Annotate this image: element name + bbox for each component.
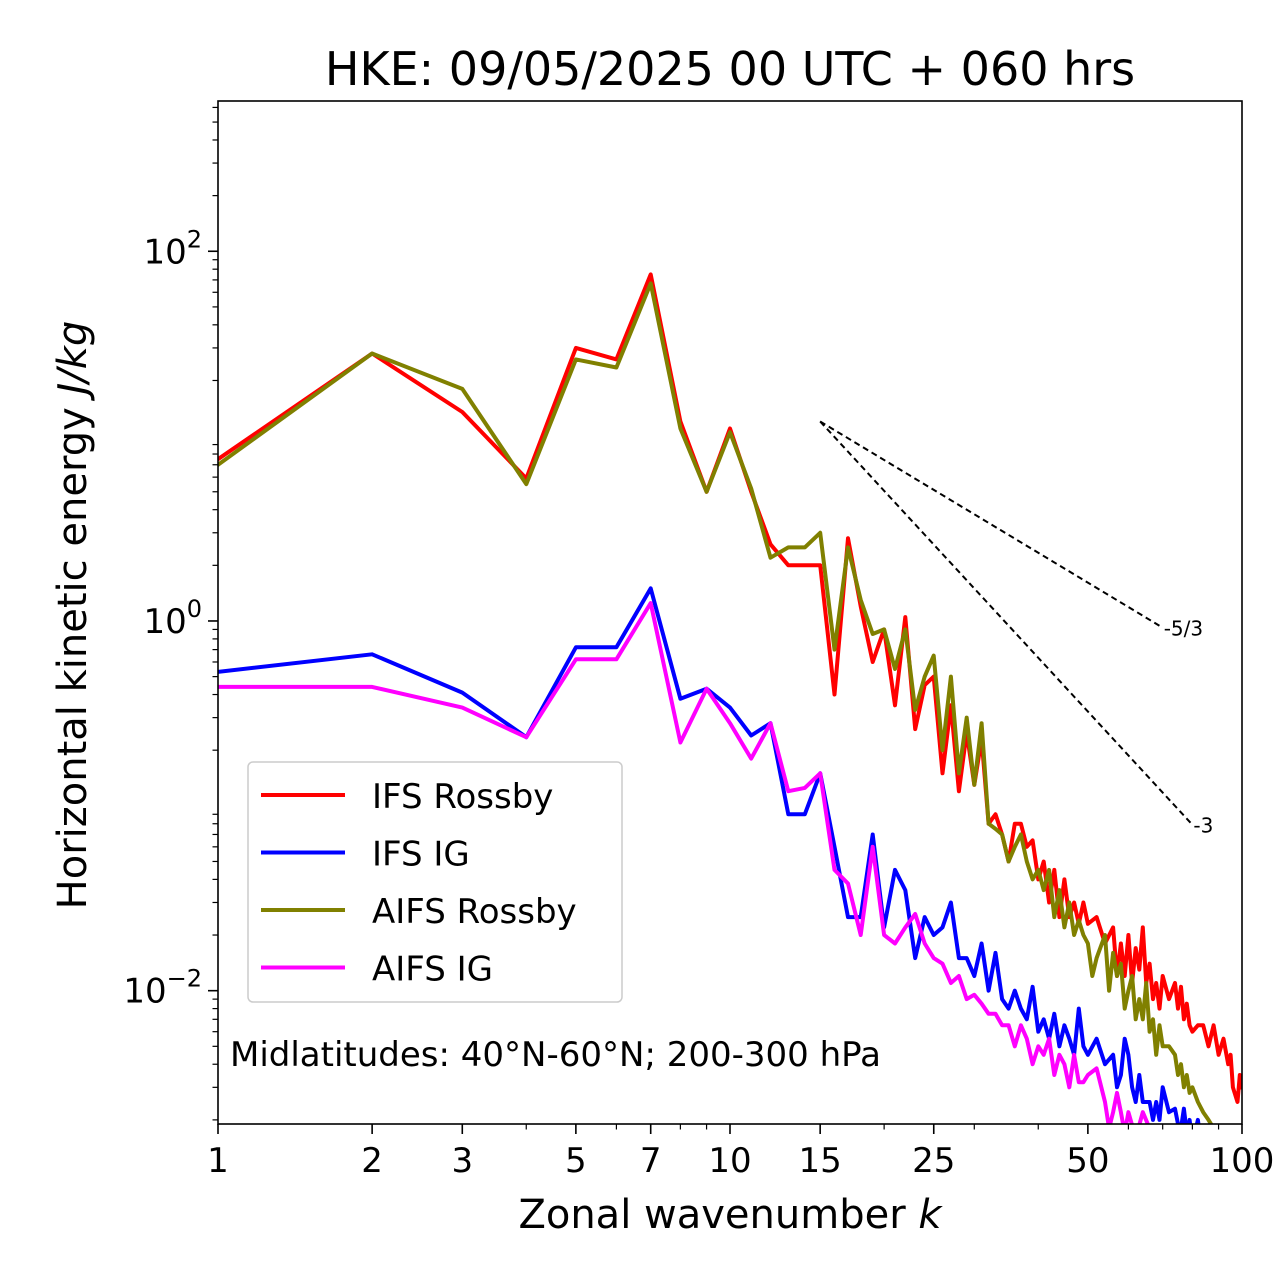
x-tick-label: 3 xyxy=(451,1141,473,1181)
x-tick-label: 15 xyxy=(799,1141,842,1181)
y-axis-label: Horizontal kinetic energy J/kg xyxy=(50,321,96,910)
reference-line-minus-3 xyxy=(819,420,1194,826)
y-tick-label: 102 xyxy=(143,225,202,272)
series-layer xyxy=(218,272,1242,1124)
legend-label-aifs-ig: AIFS IG xyxy=(372,950,493,990)
legend-label-ifs-ig: IFS IG xyxy=(372,835,470,875)
series-line-aifs-ig xyxy=(218,601,1150,1124)
x-tick-label: 25 xyxy=(912,1141,955,1181)
legend-label-aifs-rossby: AIFS Rossby xyxy=(372,892,577,932)
legend-items: IFS Rossby IFS IG AIFS Rossby AIFS IG xyxy=(261,777,577,990)
x-tick-label: 1 xyxy=(207,1141,229,1181)
legend-label-ifs-rossby: IFS Rossby xyxy=(372,777,553,817)
x-axis-label: Zonal wavenumber k xyxy=(518,1192,943,1238)
reference-slopes: -5/3 -3 xyxy=(819,420,1213,838)
y-axis-ticks: 102 100 10−2 xyxy=(123,106,218,1121)
legend-frame xyxy=(247,761,623,1003)
y-tick-label: 100 xyxy=(143,595,202,642)
reference-label-minus-3: -3 xyxy=(1193,814,1213,838)
x-tick-label: 50 xyxy=(1066,1141,1109,1181)
x-tick-label: 7 xyxy=(640,1141,662,1181)
reference-line-minus-5-3 xyxy=(819,420,1164,629)
series-line-aifs-rossby xyxy=(218,281,1214,1124)
y-tick-label: 10−2 xyxy=(123,965,202,1012)
x-tick-label: 5 xyxy=(565,1141,587,1181)
x-axis-ticks: 1 2 3 5 7 10 15 25 50 100 xyxy=(207,1124,1274,1181)
region-annotation: Midlatitudes: 40°N-60°N; 200-300 hPa xyxy=(230,1035,881,1075)
series-line-ifs-rossby xyxy=(218,272,1242,1104)
x-tick-label: 10 xyxy=(708,1141,751,1181)
chart-title: HKE: 09/05/2025 00 UTC + 060 hrs xyxy=(325,42,1135,96)
x-tick-label: 100 xyxy=(1210,1141,1275,1181)
reference-label-minus-5-3: -5/3 xyxy=(1164,617,1203,641)
x-tick-label: 2 xyxy=(361,1141,383,1181)
legend: IFS Rossby IFS IG AIFS Rossby AIFS IG xyxy=(247,761,623,1003)
